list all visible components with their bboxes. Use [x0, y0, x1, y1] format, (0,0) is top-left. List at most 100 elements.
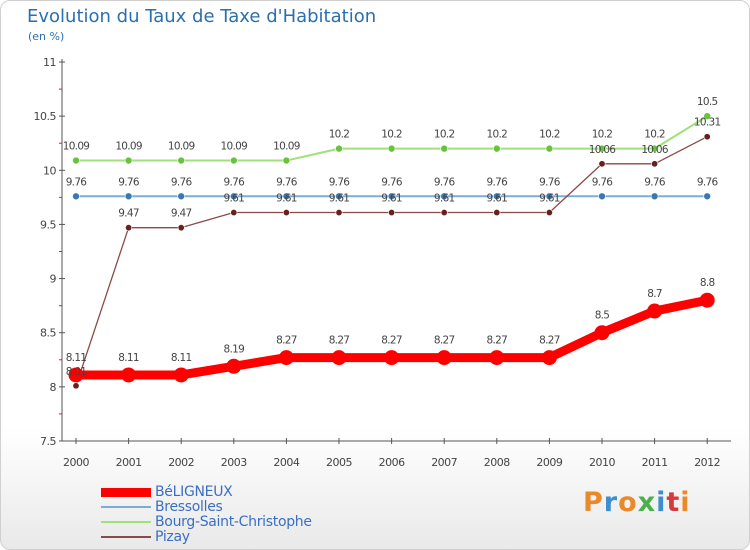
series-point-2: [598, 144, 606, 153]
series-point-3: [545, 209, 553, 217]
x-tick-label: 2001: [116, 456, 142, 469]
series-point-3: [282, 209, 290, 217]
data-label-1: 9.76: [224, 176, 246, 188]
data-label-3: 9.61: [329, 193, 350, 205]
series-point-3: [493, 209, 501, 217]
legend-label: Bressolles: [155, 499, 223, 515]
series-point-0: [68, 367, 84, 383]
legend-label: BéLIGNEUX: [155, 484, 233, 500]
x-tick-label: 2010: [589, 456, 615, 469]
x-tick-label: 2008: [484, 456, 510, 469]
series-point-1: [124, 192, 133, 201]
chart-title: Evolution du Taux de Taxe d'Habitation: [27, 6, 377, 27]
legend-swatch: [101, 487, 151, 497]
data-label-0: 8.27: [329, 335, 350, 347]
logo-letter: o: [618, 487, 638, 518]
data-label-0: 8.27: [381, 335, 402, 347]
x-tick-label: 2006: [379, 456, 405, 469]
data-label-0: 8.11: [171, 352, 192, 364]
series-point-2: [387, 144, 396, 153]
data-label-0: 8.27: [434, 335, 455, 347]
data-label-1: 9.76: [487, 176, 509, 188]
series-point-1: [598, 192, 606, 201]
data-label-2: 10.2: [644, 129, 665, 141]
data-label-2: 10.5: [697, 96, 718, 108]
series-point-3: [177, 224, 185, 232]
series-point-3: [335, 209, 343, 217]
legend-item: Pizay: [101, 530, 361, 545]
series-point-3: [598, 160, 606, 168]
proxiti-logo: Proxiti: [583, 487, 691, 518]
series-point-2: [703, 112, 712, 120]
series-point-1: [387, 192, 396, 201]
data-label-0: 8.27: [276, 335, 297, 347]
y-tick-label: 8.5: [40, 327, 56, 340]
series-point-1: [230, 192, 238, 201]
series-point-2: [545, 144, 554, 153]
series-point-1: [177, 192, 185, 201]
series-point-0: [541, 350, 557, 366]
series-point-2: [230, 156, 238, 165]
data-label-1: 9.76: [434, 176, 456, 188]
data-label-0: 8.11: [66, 352, 87, 364]
data-label-3: 8.01: [66, 366, 87, 378]
data-label-1: 9.76: [118, 176, 140, 188]
series-point-2: [72, 156, 80, 165]
x-tick-label: 2012: [694, 456, 720, 469]
data-label-2: 10.2: [434, 129, 455, 141]
data-label-1: 9.76: [66, 176, 88, 188]
series-point-2: [335, 144, 343, 153]
series-point-0: [384, 350, 400, 366]
series-point-1: [703, 192, 712, 201]
series-point-3: [125, 224, 133, 232]
series-point-0: [647, 303, 663, 319]
x-tick-label: 2004: [273, 456, 299, 469]
series-point-0: [121, 367, 137, 383]
y-tick-label: 10.5: [34, 110, 57, 123]
logo-letter: x: [637, 487, 657, 518]
series-point-0: [226, 358, 242, 374]
series-point-1: [335, 192, 343, 201]
data-label-3: 9.61: [539, 193, 560, 205]
series-line-3: [75, 136, 708, 387]
series-point-3: [230, 209, 238, 217]
data-label-1: 9.76: [329, 176, 351, 188]
legend-swatch: [101, 536, 151, 538]
logo-letter: P: [583, 487, 604, 518]
y-tick-label: 8: [50, 381, 57, 394]
series-point-1: [650, 192, 659, 201]
series-point-1: [440, 192, 449, 201]
data-label-3: 10.31: [694, 117, 721, 129]
data-label-2: 10.09: [221, 141, 248, 153]
series-point-0: [436, 350, 452, 366]
data-label-2: 10.2: [592, 129, 613, 141]
data-label-2: 10.2: [381, 129, 402, 141]
series-point-2: [440, 144, 449, 153]
y-tick-label: 11: [43, 56, 56, 69]
data-label-3: 10.06: [589, 144, 617, 156]
data-label-3: 10.06: [641, 144, 669, 156]
series-point-0: [699, 292, 715, 308]
data-label-3: 9.61: [434, 193, 455, 205]
y-tick-label: 10: [43, 164, 56, 177]
data-label-0: 8.11: [118, 352, 139, 364]
data-label-1: 9.76: [697, 176, 719, 188]
logo-letter: i: [680, 487, 691, 518]
logo-letter: i: [656, 487, 667, 518]
series-point-2: [124, 156, 133, 165]
series-point-1: [545, 192, 554, 201]
data-label-2: 10.09: [63, 141, 90, 153]
data-label-1: 9.76: [276, 176, 298, 188]
legend-swatch: [101, 521, 151, 523]
series-point-3: [703, 133, 711, 141]
data-label-3: 9.61: [381, 193, 402, 205]
data-label-1: 9.76: [381, 176, 403, 188]
data-label-1: 9.76: [592, 176, 614, 188]
series-point-2: [177, 156, 185, 165]
data-label-3: 9.61: [224, 193, 245, 205]
series-point-0: [331, 350, 347, 366]
x-tick-label: 2007: [431, 456, 457, 469]
data-label-0: 8.27: [539, 335, 560, 347]
